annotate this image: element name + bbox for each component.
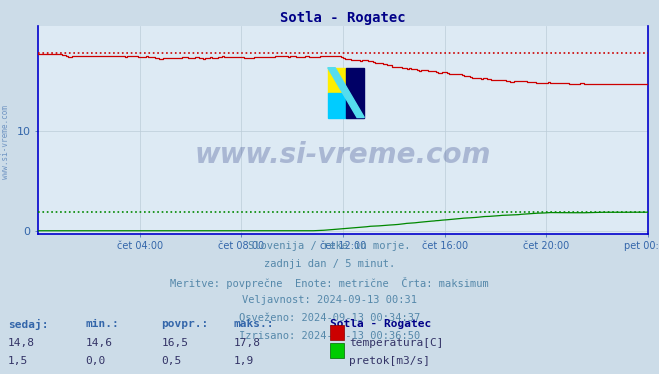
Polygon shape xyxy=(328,68,364,117)
Text: 17,8: 17,8 xyxy=(234,338,261,349)
Text: maks.:: maks.: xyxy=(234,319,274,329)
Text: temperatura[C]: temperatura[C] xyxy=(349,338,444,349)
Text: Slovenija / reke in morje.: Slovenija / reke in morje. xyxy=(248,241,411,251)
Text: 1,5: 1,5 xyxy=(8,356,28,366)
Bar xyxy=(328,93,346,117)
Text: sedaj:: sedaj: xyxy=(8,319,48,329)
Text: 1,9: 1,9 xyxy=(234,356,254,366)
Text: 0,5: 0,5 xyxy=(161,356,182,366)
Text: 0,0: 0,0 xyxy=(86,356,106,366)
Text: Sotla - Rogatec: Sotla - Rogatec xyxy=(330,319,431,329)
Text: min.:: min.: xyxy=(86,319,119,329)
Text: 16,5: 16,5 xyxy=(161,338,188,349)
Bar xyxy=(346,68,364,117)
Text: Veljavnost: 2024-09-13 00:31: Veljavnost: 2024-09-13 00:31 xyxy=(242,295,417,305)
Text: pretok[m3/s]: pretok[m3/s] xyxy=(349,356,430,366)
Bar xyxy=(328,68,346,93)
Text: Izrisano: 2024-09-13 00:36:50: Izrisano: 2024-09-13 00:36:50 xyxy=(239,331,420,341)
Text: Meritve: povprečne  Enote: metrične  Črta: maksimum: Meritve: povprečne Enote: metrične Črta:… xyxy=(170,277,489,289)
Title: Sotla - Rogatec: Sotla - Rogatec xyxy=(280,11,406,25)
Text: 14,6: 14,6 xyxy=(86,338,113,349)
Text: 14,8: 14,8 xyxy=(8,338,35,349)
Text: zadnji dan / 5 minut.: zadnji dan / 5 minut. xyxy=(264,259,395,269)
Text: www.si-vreme.com: www.si-vreme.com xyxy=(195,141,491,169)
Text: Osveženo: 2024-09-13 00:34:37: Osveženo: 2024-09-13 00:34:37 xyxy=(239,313,420,323)
Text: www.si-vreme.com: www.si-vreme.com xyxy=(1,105,10,179)
Text: povpr.:: povpr.: xyxy=(161,319,209,329)
